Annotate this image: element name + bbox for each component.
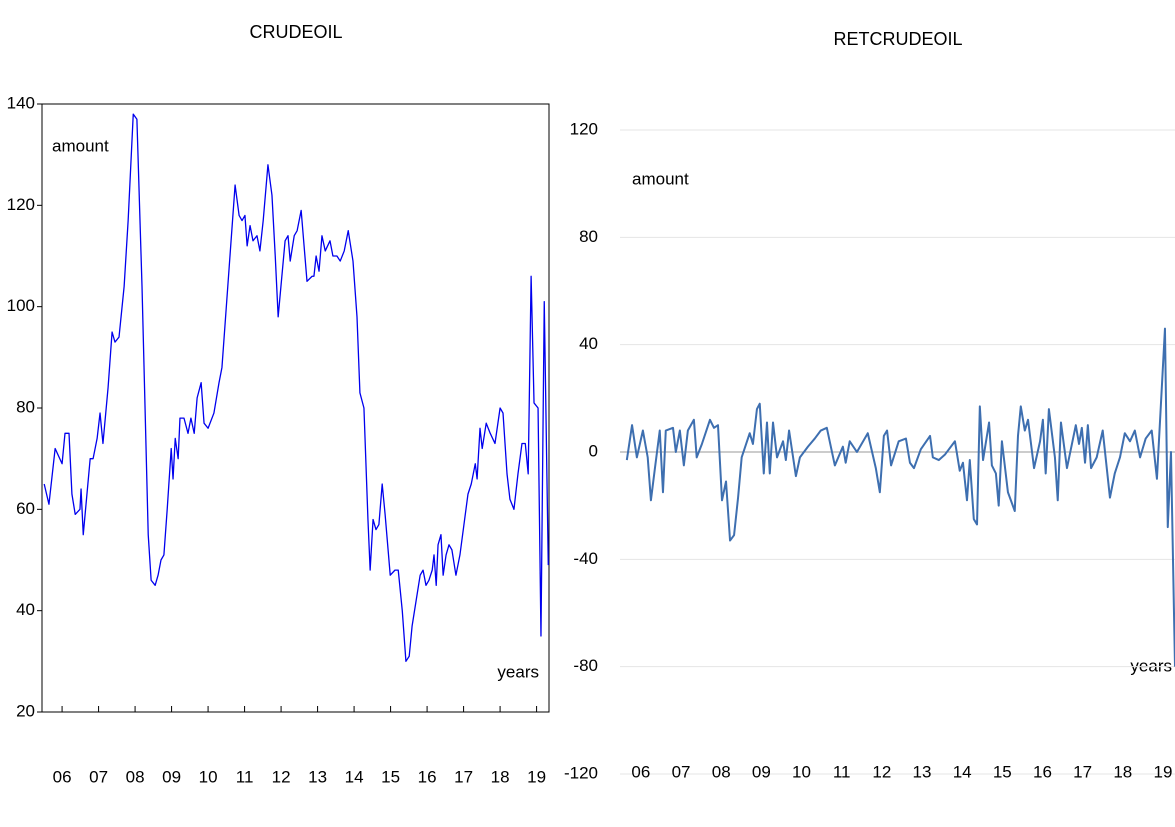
- x-tick-label: 08: [712, 762, 731, 781]
- x-tick-label: 14: [953, 762, 972, 781]
- x-tick-label: 09: [162, 767, 181, 786]
- x-tick-label: 08: [126, 767, 145, 786]
- y-tick-label: -120: [564, 763, 598, 782]
- x-tick-label: 15: [381, 767, 400, 786]
- x-tick-label: 15: [993, 762, 1012, 781]
- x-tick-label: 19: [1153, 762, 1172, 781]
- x-axis-label: years: [497, 662, 539, 681]
- x-tick-label: 06: [53, 767, 72, 786]
- y-tick-label: 80: [16, 397, 35, 416]
- x-axis-label: years: [1130, 656, 1172, 675]
- x-tick-label: 16: [418, 767, 437, 786]
- y-tick-label: 60: [16, 499, 35, 518]
- y-tick-label: 80: [579, 227, 598, 246]
- x-tick-label: 16: [1033, 762, 1052, 781]
- x-tick-label: 12: [272, 767, 291, 786]
- x-tick-label: 07: [672, 762, 691, 781]
- x-tick-label: 12: [872, 762, 891, 781]
- x-tick-label: 13: [308, 767, 327, 786]
- x-tick-label: 17: [1073, 762, 1092, 781]
- x-tick-label: 14: [345, 767, 364, 786]
- y-tick-label: 0: [589, 441, 598, 460]
- y-tick-label: -40: [573, 549, 598, 568]
- x-tick-label: 11: [236, 767, 254, 786]
- x-tick-label: 10: [792, 762, 811, 781]
- y-tick-label: 40: [16, 600, 35, 619]
- y-axis-label: amount: [632, 169, 689, 188]
- y-axis-label: amount: [52, 136, 109, 155]
- data-line: [625, 327, 1175, 667]
- y-tick-label: 100: [7, 296, 35, 315]
- y-tick-label: 120: [7, 195, 35, 214]
- y-tick-label: 20: [16, 701, 35, 720]
- x-tick-label: 06: [631, 762, 650, 781]
- x-tick-label: 13: [913, 762, 932, 781]
- y-tick-label: 120: [570, 119, 598, 138]
- x-tick-label: 17: [454, 767, 473, 786]
- y-tick-label: 40: [579, 334, 598, 353]
- x-tick-label: 10: [199, 767, 218, 786]
- chart-title: CRUDEOIL: [249, 22, 342, 42]
- y-tick-label: 140: [7, 93, 35, 112]
- x-tick-label: 07: [89, 767, 108, 786]
- x-tick-label: 11: [833, 762, 851, 781]
- x-tick-label: 18: [1113, 762, 1132, 781]
- x-tick-label: 09: [752, 762, 771, 781]
- plot-frame: [41, 103, 550, 713]
- chart-title: RETCRUDEOIL: [833, 29, 962, 49]
- x-tick-label: 18: [491, 767, 510, 786]
- x-tick-label: 19: [527, 767, 546, 786]
- y-tick-label: -80: [573, 656, 598, 675]
- data-line: [43, 113, 549, 662]
